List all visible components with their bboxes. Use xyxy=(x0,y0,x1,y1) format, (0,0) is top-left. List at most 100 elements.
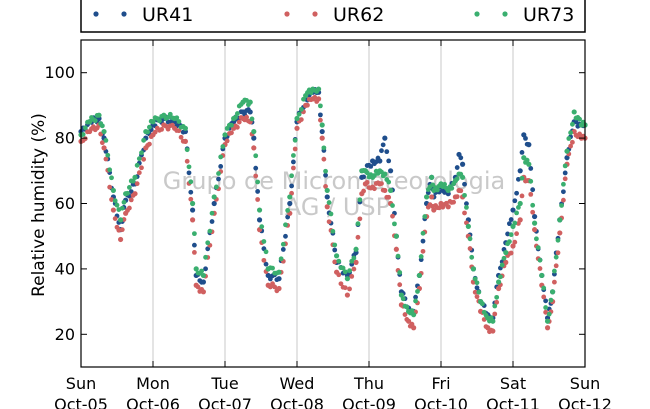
point-ur62-70-3 xyxy=(570,139,575,145)
point-ur73-16-1 xyxy=(213,184,219,190)
point-ur41-61-3 xyxy=(516,176,521,182)
point-ur73-17-3 xyxy=(229,122,234,128)
point-ur41-23 xyxy=(265,272,271,279)
point-ur73-7-3 xyxy=(139,150,144,156)
point-ur62-64-1 xyxy=(528,191,534,197)
point-ur62-69-3 xyxy=(562,176,568,182)
x-tick-day-3: Wed xyxy=(280,374,315,393)
point-ur73-58-2 xyxy=(494,294,500,300)
point-ur73-55-1 xyxy=(472,276,478,282)
point-ur62-48-3 xyxy=(436,205,442,211)
x-axis: Sun Oct-05 Mon Oct-06 Tue Oct-07 Wed Oct-08 Thu O… xyxy=(54,40,612,409)
point-ur62-6-2 xyxy=(126,205,132,211)
point-ur73-58-1 xyxy=(492,303,498,309)
point-ur62-34-2 xyxy=(357,216,363,222)
point-ur73-16-2 xyxy=(216,171,221,176)
legend-marker-ur41-a xyxy=(93,11,99,17)
point-ur73-6-2 xyxy=(126,184,132,190)
watermark-line-2: IAG / USP xyxy=(278,193,390,221)
x-tick-day-0: Sun xyxy=(66,374,96,393)
point-ur73-45-3 xyxy=(422,214,428,219)
point-ur62-27-1 xyxy=(305,102,310,108)
point-ur73-30-2 xyxy=(323,168,328,174)
point-ur73-1 xyxy=(87,119,93,125)
point-ur73-42-1 xyxy=(400,296,406,302)
point-ur62-69-2 xyxy=(561,197,566,203)
point-ur62-7-4 xyxy=(141,156,147,162)
point-ur73-13-1 xyxy=(192,231,197,237)
point-ur62-32-1 xyxy=(336,272,342,278)
point-ur62-7-1 xyxy=(134,181,140,187)
point-ur62-26 xyxy=(294,125,300,131)
point-ur73-50 xyxy=(445,187,451,194)
point-ur73-22-2 xyxy=(261,239,267,244)
point-ur41-13-1 xyxy=(192,242,197,248)
point-ur62-42-2 xyxy=(402,312,408,317)
point-ur73-7-4 xyxy=(141,137,147,143)
point-ur62-31-4 xyxy=(332,259,338,265)
point-ur62-40-1 xyxy=(390,213,395,219)
point-ur73-65-1 xyxy=(534,236,539,242)
point-ur73-37-1 xyxy=(372,173,377,178)
point-ur62-61 xyxy=(510,243,516,249)
point-ur73-69-3 xyxy=(562,163,568,169)
point-ur73-1-3 xyxy=(92,118,98,124)
point-ur41-55-2 xyxy=(474,285,480,291)
point-ur41-25-1 xyxy=(289,183,294,189)
point-ur73-42-3 xyxy=(404,304,410,310)
point-ur62-30-1 xyxy=(321,156,327,162)
point-ur41-60-3 xyxy=(508,217,514,222)
point-ur73-0-2 xyxy=(82,125,88,131)
point-ur73-53-2 xyxy=(464,205,469,210)
point-ur73-31-3 xyxy=(330,228,336,234)
point-ur73-5-2 xyxy=(121,199,127,205)
point-ur41-30-2 xyxy=(323,172,328,178)
point-ur73-54-1 xyxy=(467,236,473,242)
point-ur73-70-1 xyxy=(566,136,572,141)
legend-entry-ur41: UR41 xyxy=(93,4,193,26)
point-ur73-6-4 xyxy=(130,178,136,184)
point-ur73-68 xyxy=(550,289,556,295)
point-ur62-15 xyxy=(200,289,206,295)
point-ur62-68-2 xyxy=(553,263,559,269)
point-ur73-31-2 xyxy=(328,211,334,217)
point-ur73-7-1 xyxy=(134,162,140,168)
point-ur73-71 xyxy=(571,109,577,115)
point-ur62-18-2 xyxy=(234,124,240,130)
point-ur73-46 xyxy=(424,194,430,200)
point-ur73-31 xyxy=(324,187,330,194)
point-ur73-41-1 xyxy=(395,253,401,259)
point-ur41-15 xyxy=(200,279,206,285)
legend-marker-ur41-b xyxy=(121,11,127,17)
point-ur73-8-2 xyxy=(147,124,152,130)
legend-label-ur62: UR62 xyxy=(333,4,384,26)
point-ur62-71-3 xyxy=(577,131,582,137)
point-ur73-26-2 xyxy=(298,106,304,112)
point-ur41-61 xyxy=(510,207,516,213)
point-ur62-70-2 xyxy=(568,143,573,149)
point-ur73-15-4 xyxy=(209,210,215,216)
point-ur62-65 xyxy=(532,227,538,233)
x-tick-day-5: Fri xyxy=(431,374,450,393)
point-ur73-32-3 xyxy=(340,265,346,271)
point-ur73-64-2 xyxy=(530,202,536,208)
point-ur41-62-1 xyxy=(519,150,525,155)
point-ur41-53-2 xyxy=(464,201,469,207)
point-ur41-39-2 xyxy=(386,158,392,164)
point-ur41-61-1 xyxy=(512,198,518,204)
point-ur73-44 xyxy=(411,312,417,318)
point-ur41-31 xyxy=(324,194,330,200)
point-ur62-62-1 xyxy=(519,193,525,199)
point-ur41-44-1 xyxy=(413,294,418,300)
point-ur73-4-2 xyxy=(114,202,120,208)
legend-marker-ur73-a xyxy=(474,11,480,17)
point-ur62-23-3 xyxy=(272,284,278,290)
point-ur73-68-2 xyxy=(553,254,559,260)
point-ur62-55-1 xyxy=(472,289,478,295)
point-ur73-45-2 xyxy=(420,230,426,236)
point-ur62-32-2 xyxy=(338,281,344,287)
point-ur41-53 xyxy=(460,161,466,167)
point-ur73-41-2 xyxy=(397,270,403,275)
legend-entry-ur62: UR62 xyxy=(284,4,384,26)
point-ur73-22-1 xyxy=(259,224,265,230)
